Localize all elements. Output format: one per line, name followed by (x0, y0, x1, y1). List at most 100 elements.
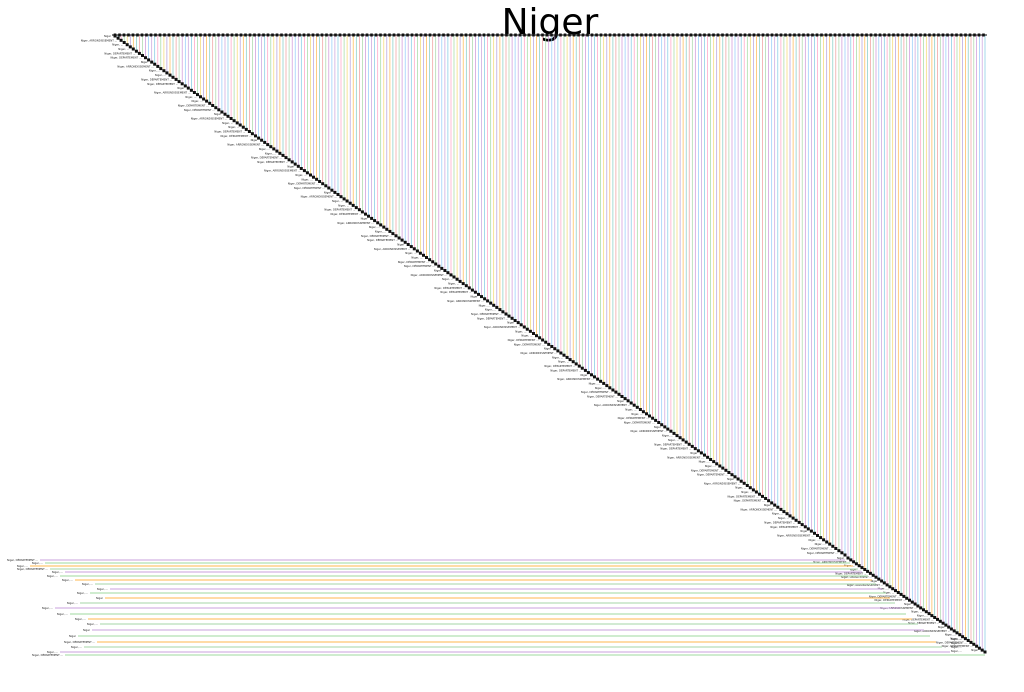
step-marker (489, 301, 493, 305)
horizontal-label: Niger, ... (17, 564, 28, 568)
step-marker (724, 468, 728, 472)
step-marker (675, 434, 679, 438)
step-marker (571, 360, 575, 364)
top-marker (482, 33, 486, 37)
step-marker (269, 145, 273, 149)
step-label: Niger, ARRONDISSEMENT ... (813, 560, 850, 564)
top-marker (667, 33, 670, 37)
step-marker (342, 197, 346, 201)
top-marker (842, 33, 846, 37)
step-label: Niger (617, 399, 625, 403)
top-marker (946, 33, 949, 37)
step-marker (473, 290, 477, 294)
step-marker (357, 208, 361, 212)
step-marker (910, 600, 914, 604)
step-marker (260, 138, 264, 142)
step-marker (302, 169, 306, 173)
step-label: Niger, DÉPARTEMENT ... (147, 81, 178, 86)
top-marker (424, 33, 427, 37)
step-marker (660, 423, 664, 427)
step-label: Niger, ... (118, 47, 129, 51)
step-label: Niger, ... (772, 512, 783, 516)
step-label: Niger, DÉPARTEMENT ... (221, 133, 252, 138)
step-marker (614, 390, 618, 394)
step-marker (538, 336, 542, 340)
step-marker (318, 180, 322, 183)
step-label: Niger, DÉPARTEMENT ... (471, 311, 502, 316)
step-label: Niger, DÉPARTEMENT ... (660, 446, 691, 451)
step-marker (602, 381, 606, 385)
horizontal-label: Niger, ... (97, 587, 108, 591)
step-label: Niger, ... (631, 412, 642, 416)
step-marker (186, 86, 190, 90)
step-marker (183, 84, 187, 88)
step-marker (373, 219, 377, 223)
step-label: Niger, DÉPARTEMENT ... (587, 394, 618, 399)
step-label: Niger, ... (950, 637, 961, 641)
top-marker (410, 33, 414, 37)
step-marker (229, 117, 233, 120)
top-marker (361, 33, 364, 37)
step-marker (629, 401, 633, 405)
step-marker (263, 140, 267, 144)
step-marker (156, 64, 160, 68)
step-marker (507, 314, 511, 318)
horizontal-label: Niger, ... (75, 617, 86, 621)
step-marker (525, 327, 529, 331)
step-marker (800, 523, 804, 527)
step-marker (397, 236, 401, 240)
top-marker (239, 33, 243, 37)
horizontal-label: Niger (83, 628, 91, 632)
step-marker (125, 43, 129, 47)
step-label: Niger, DÉPARTEMENT ... (440, 289, 471, 294)
top-marker (721, 33, 724, 37)
step-marker (620, 395, 624, 398)
step-label: Niger (764, 503, 772, 507)
step-marker (492, 303, 496, 307)
step-marker (666, 427, 670, 431)
step-marker (791, 516, 795, 520)
top-marker (959, 33, 963, 37)
step-marker (278, 151, 282, 155)
step-label: Niger, ... (265, 151, 276, 155)
top-marker (586, 33, 589, 37)
top-marker (536, 33, 540, 37)
step-label: Niger (324, 190, 332, 194)
top-marker (523, 33, 526, 37)
top-marker (325, 33, 328, 37)
step-marker (877, 577, 881, 581)
step-marker (933, 616, 937, 619)
step-marker (516, 321, 520, 325)
step-marker (963, 637, 967, 641)
step-label: Niger (727, 477, 735, 481)
step-marker (339, 195, 343, 199)
step-marker (247, 130, 251, 133)
top-marker (464, 33, 468, 37)
top-marker (869, 33, 873, 37)
step-marker (568, 358, 572, 362)
step-label: Niger, DÉPARTEMENT ... (367, 237, 398, 242)
top-marker (838, 33, 841, 37)
top-marker (140, 33, 144, 37)
top-marker (779, 33, 783, 37)
top-marker (698, 33, 702, 37)
top-marker (847, 33, 850, 37)
top-marker (302, 33, 306, 37)
step-label: Niger (104, 34, 112, 38)
step-marker (428, 258, 432, 262)
step-marker (632, 403, 636, 407)
step-label: Niger, DÉPARTEMENT ... (618, 415, 649, 420)
step-marker (577, 364, 581, 368)
top-marker (928, 33, 931, 37)
step-label: Niger (581, 373, 589, 377)
step-label: Niger, ... (192, 99, 203, 103)
step-label: Niger, DÉPARTEMENT ... (770, 524, 801, 529)
step-marker (376, 221, 380, 225)
top-marker (878, 33, 882, 37)
top-marker (964, 33, 967, 37)
step-marker (550, 345, 554, 348)
step-label: Niger, ... (338, 203, 349, 207)
step-label: Niger, DÉPARTEMENT ... (104, 50, 135, 55)
step-marker (819, 536, 823, 540)
step-marker (226, 114, 230, 118)
